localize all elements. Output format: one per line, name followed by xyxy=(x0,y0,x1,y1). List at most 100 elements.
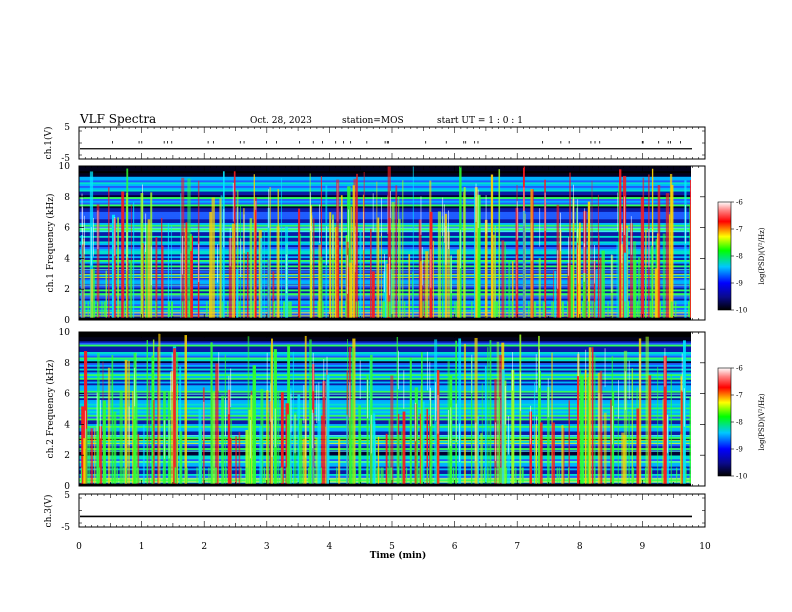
lf-fringe xyxy=(354,467,356,483)
sferic-burst xyxy=(621,432,625,486)
sferic-core xyxy=(81,193,83,233)
lf-fringe xyxy=(376,467,378,483)
y-tick-label: 6 xyxy=(64,390,70,400)
frequency-band xyxy=(79,453,691,456)
sferic-core xyxy=(445,226,447,265)
sferic-burst xyxy=(419,413,422,486)
lf-fringe xyxy=(379,467,381,483)
sferic-core xyxy=(228,375,230,415)
lf-fringe xyxy=(558,467,560,483)
sferic-burst xyxy=(185,222,188,320)
frequency-band xyxy=(79,390,691,393)
sferic-burst xyxy=(97,393,100,486)
frequency-band xyxy=(79,366,691,369)
frequency-band xyxy=(79,444,691,447)
sferic-burst xyxy=(647,375,652,486)
sferic-burst xyxy=(679,434,682,486)
lf-fringe xyxy=(631,467,633,483)
sferic-burst xyxy=(346,414,348,486)
sferic-burst xyxy=(108,187,110,320)
sferic-core xyxy=(266,352,268,392)
lf-fringe xyxy=(505,467,508,483)
sferic-burst xyxy=(236,190,239,320)
frequency-band xyxy=(79,464,691,467)
lf-fringe xyxy=(84,301,86,317)
lf-fringe xyxy=(383,301,386,317)
lf-fringe xyxy=(322,301,324,317)
sferic-burst xyxy=(348,417,351,486)
sferic-core xyxy=(568,237,569,276)
frequency-band xyxy=(79,213,691,216)
lf-fringe xyxy=(339,301,341,317)
frequency-band xyxy=(79,414,691,417)
ch1-waveform-panel: 5 -5 ch.1(V) xyxy=(43,123,706,164)
sferic-burst xyxy=(625,228,628,320)
frequency-band xyxy=(79,368,691,371)
sferic-burst xyxy=(385,433,388,486)
sferic-burst xyxy=(670,374,672,486)
sferic-burst xyxy=(102,400,106,486)
sferic-burst xyxy=(425,251,429,320)
sferic-core xyxy=(303,384,305,424)
sferic-burst xyxy=(498,354,503,486)
ch1-spectrogram-panel: 0 2 4 6 8 10 ch.1 Frequency (kHz) xyxy=(45,162,706,326)
sferic-burst xyxy=(412,166,414,320)
sferic-burst xyxy=(444,213,448,320)
sferic-burst xyxy=(263,230,265,320)
lf-fringe xyxy=(238,301,240,317)
sferic-burst xyxy=(245,429,249,486)
sferic-core xyxy=(170,371,172,411)
frequency-band xyxy=(79,183,691,187)
x-tick-label: 4 xyxy=(327,542,333,552)
lf-fringe xyxy=(649,301,651,317)
sferic-core xyxy=(198,243,200,283)
frequency-band xyxy=(79,427,691,430)
sferic-burst xyxy=(390,375,394,486)
frequency-band xyxy=(79,228,691,231)
sferic-burst xyxy=(277,391,280,486)
sferic-burst xyxy=(170,371,175,486)
ch1-colorbar-scale xyxy=(717,201,732,311)
sferic-burst xyxy=(83,438,86,486)
sferic-burst xyxy=(90,428,94,486)
sferic-burst xyxy=(311,412,314,486)
sferic-core xyxy=(383,253,385,293)
sferic-burst xyxy=(580,375,584,486)
sferic-burst xyxy=(169,430,172,486)
sferic-burst xyxy=(508,260,511,320)
sferic-burst xyxy=(423,260,425,320)
colorbar-tick-label: -7 xyxy=(736,226,743,234)
sferic-burst xyxy=(372,413,376,486)
sferic-core xyxy=(229,227,231,267)
sferic-core xyxy=(459,423,460,463)
sferic-core xyxy=(598,393,600,432)
frequency-band xyxy=(79,423,691,426)
lf-fringe xyxy=(240,467,242,483)
frequency-band xyxy=(79,436,691,439)
sferic-burst xyxy=(280,392,284,486)
x-tick-label: 9 xyxy=(640,542,646,552)
lf-fringe xyxy=(390,467,392,483)
sferic-burst xyxy=(426,408,428,486)
sferic-burst xyxy=(547,386,550,486)
lf-fringe xyxy=(426,467,429,483)
sferic-core xyxy=(583,243,585,282)
lf-fringe xyxy=(125,467,128,483)
sferic-burst xyxy=(238,432,241,486)
x-axis-tick-labels: 0 1 2 3 4 5 6 7 8 9 10 xyxy=(76,542,711,552)
sferic-core xyxy=(83,215,85,255)
sferic-burst xyxy=(584,369,587,486)
lf-fringe xyxy=(283,301,286,317)
lf-fringe xyxy=(591,301,593,317)
frequency-line xyxy=(79,450,691,452)
frequency-band xyxy=(79,416,691,419)
lf-fringe xyxy=(119,301,121,317)
sferic-burst xyxy=(267,412,270,486)
sferic-burst xyxy=(359,229,362,320)
lf-fringe xyxy=(397,301,400,317)
lf-fringe xyxy=(137,467,139,483)
sferic-burst xyxy=(587,201,591,320)
lf-fringe xyxy=(345,301,347,317)
frequency-band xyxy=(79,204,691,207)
